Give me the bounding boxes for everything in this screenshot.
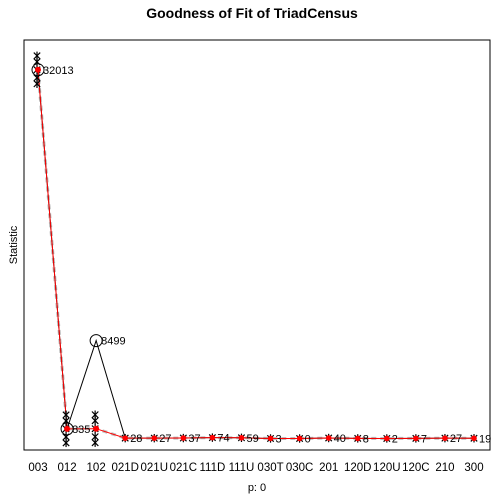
data-label-021C: 37: [188, 433, 200, 445]
observed-point-003: [31, 63, 45, 77]
x-tick-111U: 111U: [229, 462, 255, 474]
chart-title: Goodness of Fit of TriadCensus: [146, 5, 358, 21]
series-lines: [37, 69, 475, 439]
mark-120D: [354, 434, 362, 443]
data-label-102: 8499: [101, 336, 125, 348]
data-label-111U: 59: [246, 433, 258, 445]
envelope-layer: [36, 69, 475, 440]
simulated-point-120U: [384, 435, 390, 442]
data-label-021D: 28: [130, 433, 142, 445]
simulated-point-300: [471, 435, 477, 442]
data-label-030C: 0: [305, 433, 311, 445]
y-axis-label: Statistic: [8, 225, 20, 264]
mark-300: [470, 434, 478, 443]
data-label-120D: 8: [363, 433, 369, 445]
mark-111D: [208, 433, 217, 442]
mark-021C: [179, 433, 187, 443]
data-label-120C: 7: [421, 433, 427, 445]
x-tick-120C: 120C: [402, 462, 430, 474]
x-tick-111D: 111D: [200, 462, 226, 474]
data-label-030T: 3: [276, 433, 282, 445]
series-marks: [31, 51, 478, 448]
simulated-point-021C: [180, 435, 187, 441]
mark-120C: [412, 434, 420, 443]
simulated-point-111D: [209, 434, 216, 441]
x-tick-003: 003: [28, 462, 47, 474]
data-label-003: 32013: [43, 65, 74, 77]
simulated-point-201: [325, 435, 332, 441]
simulated-point-030T: [267, 435, 274, 442]
simulated-point-120D: [354, 435, 361, 442]
x-tick-012: 012: [57, 462, 76, 474]
simulated-point-021D: [122, 435, 128, 441]
x-tick-210: 210: [435, 462, 454, 474]
mark-111U: [237, 433, 246, 443]
mark-003: [31, 51, 45, 88]
x-tick-120D: 120D: [344, 462, 372, 474]
mark-012: [60, 410, 74, 448]
simulated-point-120C: [413, 435, 419, 442]
observed-point-012: [60, 422, 74, 436]
observed-point-102: [89, 334, 103, 348]
simulated-point-102: [93, 425, 100, 432]
x-tick-300: 300: [464, 462, 483, 474]
mark-102: [89, 334, 103, 447]
x-tick-120U: 120U: [373, 462, 401, 474]
mark-021D: [121, 433, 129, 443]
data-label-111D: 74: [217, 433, 229, 445]
data-label-300: 19: [479, 433, 491, 445]
x-axis-label: p: 0: [248, 482, 266, 494]
x-tick-201: 201: [319, 462, 338, 474]
mark-120U: [383, 434, 391, 443]
simulated-point-030C: [296, 435, 303, 442]
x-tick-021C: 021C: [170, 462, 198, 474]
mark-030T: [266, 434, 275, 443]
mark-021U: [150, 433, 158, 443]
x-tick-labels: 003 012 102 021D 021U 021C 111D 111U 030T 030C 201…: [28, 462, 483, 474]
simulated-point-210: [442, 435, 448, 441]
simulation-envelope: [36, 69, 475, 440]
x-tick-030T: 030T: [257, 462, 283, 474]
x-tick-102: 102: [87, 462, 106, 474]
x-tick-021D: 021D: [111, 462, 139, 474]
data-label-021U: 27: [159, 433, 171, 445]
observed-line: [37, 69, 475, 439]
x-tick-030C: 030C: [286, 462, 314, 474]
mark-210: [441, 433, 449, 443]
mark-201: [325, 433, 333, 443]
mark-030C: [295, 434, 304, 443]
plot-frame: [23, 39, 491, 451]
simulated-point-003: [35, 66, 41, 73]
simulated-point-111U: [238, 435, 245, 441]
data-label-201: 40: [334, 433, 346, 445]
simulated-point-021U: [151, 435, 158, 441]
simulated-mean-line: [37, 69, 475, 439]
data-label-210: 27: [450, 433, 462, 445]
data-label-012: 835: [72, 424, 90, 436]
x-tick-021U: 021U: [141, 462, 169, 474]
data-label-120U: 2: [392, 433, 398, 445]
simulated-point-012: [64, 425, 71, 432]
